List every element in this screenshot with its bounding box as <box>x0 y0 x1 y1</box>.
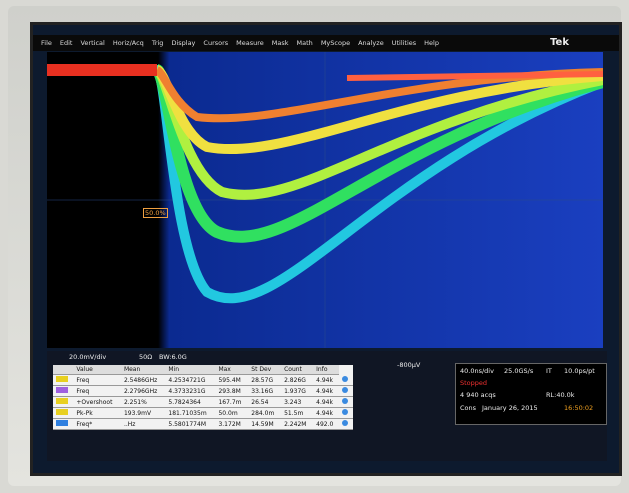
measurement-value: 26.54 <box>248 397 281 408</box>
time: 16:50:02 <box>564 404 593 412</box>
measurement-value: 14.59M <box>248 419 281 430</box>
reference-marker: 50.0% <box>143 208 168 218</box>
measurement-value: 28.57G <box>248 375 281 386</box>
channel-badge <box>53 397 73 408</box>
measurement-value: 4.94k <box>313 375 339 386</box>
menu-item[interactable]: Horiz/Acq <box>113 39 144 47</box>
channel-badge <box>53 408 73 419</box>
measurement-value: 4.94k <box>313 408 339 419</box>
measurement-value: 50.0m <box>215 408 248 419</box>
waveform-display <box>47 52 603 348</box>
menu-item[interactable]: Mask <box>272 39 289 47</box>
menu-item[interactable]: Math <box>297 39 313 47</box>
menu-item[interactable]: Display <box>171 39 195 47</box>
channel-badge <box>53 419 73 430</box>
measurement-value: 3.243 <box>281 397 313 408</box>
info-icon[interactable] <box>339 419 353 430</box>
menu-item[interactable]: Cursors <box>203 39 228 47</box>
measurement-value: 5.5801774M <box>165 419 215 430</box>
measurement-value: 4.2534721G <box>165 375 215 386</box>
measurement-value: 4.94k <box>313 397 339 408</box>
measurement-value: 3.172M <box>215 419 248 430</box>
measurement-value: 5.7824364 <box>165 397 215 408</box>
channel-badge <box>53 386 73 397</box>
trigger-mode: Cons <box>460 404 476 412</box>
sample-rate: 25.0GS/s <box>504 367 533 375</box>
menu-bar: File Edit Vertical Horiz/Acq Trig Display Curs… <box>33 35 619 51</box>
measurement-value: 2.2796GHz <box>121 386 165 397</box>
channel-scale: 20.0mV/div <box>69 353 106 361</box>
column-header: Value <box>73 365 121 375</box>
record-length: RL:40.0k <box>546 391 575 399</box>
info-icon[interactable] <box>339 408 353 419</box>
measurement-value: 4.3733231G <box>165 386 215 397</box>
menu-item[interactable]: Vertical <box>80 39 104 47</box>
channel-badge <box>53 375 73 386</box>
measurement-value: 167.7m <box>215 397 248 408</box>
measurement-value: 284.0m <box>248 408 281 419</box>
measurement-name: +Overshoot <box>73 397 121 408</box>
measurement-value: 51.5m <box>281 408 313 419</box>
info-icon[interactable] <box>339 397 353 408</box>
column-header: Info <box>313 365 339 375</box>
channel-bandwidth: BW:6.0G <box>159 353 187 361</box>
page: File Edit Vertical Horiz/Acq Trig Display Curs… <box>0 0 629 493</box>
menu-item[interactable]: Edit <box>60 39 73 47</box>
menu-item[interactable]: File <box>41 39 52 47</box>
menu-item[interactable]: Trig <box>152 39 164 47</box>
measurement-name: Freq <box>73 375 121 386</box>
brand: Tek <box>550 37 569 48</box>
measurement-value: 595.4M <box>215 375 248 386</box>
column-header: Mean <box>121 365 165 375</box>
column-header: Count <box>281 365 313 375</box>
menu-item[interactable]: Analyze <box>358 39 384 47</box>
menu-item[interactable]: Measure <box>236 39 264 47</box>
measurement-value: 2.826G <box>281 375 313 386</box>
measurement-value: 293.8M <box>215 386 248 397</box>
menu-item[interactable]: Utilities <box>392 39 416 47</box>
resolution: 10.0ps/pt <box>564 367 595 375</box>
date: January 26, 2015 <box>482 404 538 412</box>
measurement-value: 4.94k <box>313 386 339 397</box>
trigger-level: -800μV <box>397 361 420 369</box>
measurement-value: 181.71035m <box>165 408 215 419</box>
measurement-name: Freq <box>73 386 121 397</box>
acq-count: 4 940 acqs <box>460 391 496 399</box>
measurement-value: 33.16G <box>248 386 281 397</box>
screen: File Edit Vertical Horiz/Acq Trig Display Curs… <box>30 22 622 476</box>
column-header: Min <box>165 365 215 375</box>
measurement-value: 2.5486GHz <box>121 375 165 386</box>
column-header: St Dev <box>248 365 281 375</box>
measurement-value: 492.0 <box>313 419 339 430</box>
menu-item[interactable]: MyScope <box>321 39 350 47</box>
measurement-value: ..Hz <box>121 419 165 430</box>
channel-impedance: 50Ω <box>139 353 152 361</box>
measurement-value: 1.937G <box>281 386 313 397</box>
menu-item[interactable]: Help <box>424 39 439 47</box>
measurement-name: Freq* <box>73 419 121 430</box>
info-icon[interactable] <box>339 375 353 386</box>
acq-mode: IT <box>546 367 552 375</box>
column-header: Max <box>215 365 248 375</box>
measurement-value: 193.9mV <box>121 408 165 419</box>
info-icon[interactable] <box>339 386 353 397</box>
header-cell <box>53 365 73 375</box>
acquisition-box: 40.0ns/div 25.0GS/s IT 10.0ps/pt Stopped… <box>455 363 607 425</box>
measurement-value: 2.242M <box>281 419 313 430</box>
timebase: 40.0ns/div <box>460 367 494 375</box>
run-state: Stopped <box>460 379 487 387</box>
measurement-value: 2.251% <box>121 397 165 408</box>
measurement-name: Pk-Pk <box>73 408 121 419</box>
